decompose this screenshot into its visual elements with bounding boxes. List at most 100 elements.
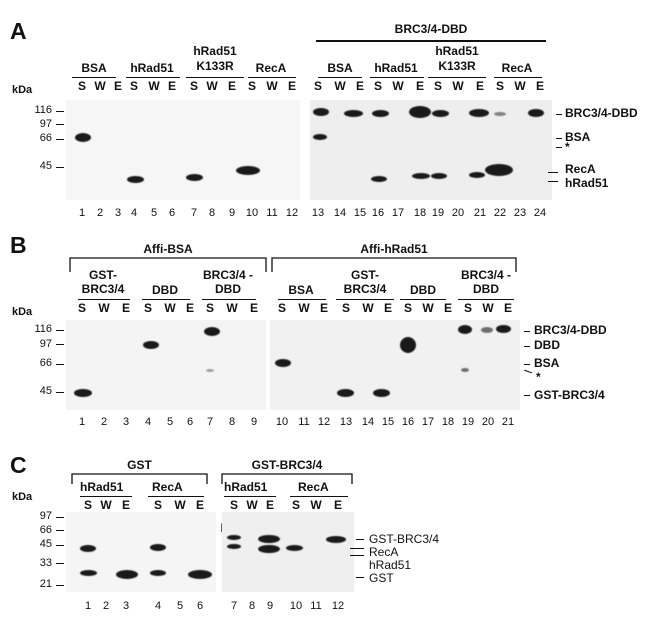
side-tick [556, 114, 562, 116]
side-tick [356, 577, 364, 579]
panel-b-swe-21: E [503, 301, 512, 315]
panel-c-group-line [148, 496, 204, 498]
panel-b-side-bsa: BSA [534, 356, 560, 370]
panel-c-side-gst-brc34: GST-BRC3/4 [369, 532, 440, 546]
panel-b-lane-number-11: 11 [298, 416, 310, 428]
side-tick [350, 548, 364, 550]
panel-a-right-title: BRC3/4-DBD [394, 22, 468, 36]
band [400, 337, 416, 353]
panel-a-swe-13: S [313, 79, 322, 93]
band [74, 389, 92, 397]
side-tick [356, 539, 364, 541]
panel-c-side-hrad51: hRad51 [369, 558, 412, 572]
side-tick [556, 147, 562, 149]
panel-a-side-brc34dbd: BRC3/4-DBD [565, 106, 638, 120]
panel-b-lane-number-13: 13 [339, 416, 353, 428]
band [485, 164, 513, 176]
panel-a-right-group-hrad51: hRad51 [374, 61, 418, 75]
panel-b-label: B [10, 232, 27, 258]
panel-c-mw-66: 66 [39, 524, 52, 536]
panel-c-lane-number-1: 1 [84, 600, 92, 612]
panel-c-swe-5: W [174, 498, 186, 512]
panel-b-lane-number-21: 21 [501, 416, 515, 428]
panel-a-mw-97: 97 [39, 118, 52, 130]
band [461, 368, 469, 372]
panel-a-side-bsa: BSA [565, 130, 591, 144]
mw-tick [56, 167, 64, 169]
panel-c-swe-7: S [229, 498, 238, 512]
panel-c-group-line [290, 496, 348, 498]
panel-b-lane-number-10: 10 [275, 416, 289, 428]
panel-b-swe-13: S [341, 301, 350, 315]
panel-a-swe-20: W [452, 79, 464, 93]
panel-a-lane-number-13: 13 [311, 207, 325, 219]
panel-b-title-left: Affi-BSA [143, 242, 193, 256]
mw-tick [56, 344, 64, 346]
panel-a-lane-number-21: 21 [473, 207, 487, 219]
panel-a-group-line [318, 77, 362, 79]
panel-a-lane-number-23: 23 [513, 207, 527, 219]
side-tick [548, 181, 558, 183]
panel-c-swe-9: E [265, 498, 274, 512]
panel-c-kda: kDa [12, 491, 33, 503]
panel-c-group-reca-left: RecA [152, 480, 183, 494]
panel-a-swe-12: E [287, 79, 296, 93]
panel-b-swe-7: S [205, 301, 214, 315]
panel-a-swe-5: W [148, 79, 160, 93]
panel-a-mw-45: 45 [39, 160, 52, 172]
panel-b-swe-1: S [77, 301, 86, 315]
panel-c-swe-2: W [100, 498, 112, 512]
panel-a-swe-17: W [392, 79, 404, 93]
panel-a-swe-9: E [227, 79, 236, 93]
panel-a-lane-number-5: 5 [150, 207, 158, 219]
panel-c-swe-6: E [195, 498, 204, 512]
panel-a-lane-number-14: 14 [333, 207, 347, 219]
panel-a-group-hrad51: hRad51 [130, 61, 174, 75]
panel-a-group-k133r: hRad51 K133R [193, 44, 237, 73]
panel-c-lane-number-6: 6 [196, 600, 204, 612]
panel-c-swe-11: W [310, 498, 322, 512]
panel-c-group-line [224, 496, 276, 498]
panel-a-lane-number-10: 10 [245, 207, 259, 219]
panel-b-lane-number-2: 2 [100, 416, 108, 428]
band [494, 112, 506, 116]
panel-b-group-brc34dbd: BRC3/4 -DBD [202, 268, 253, 296]
side-tick [524, 331, 530, 333]
panel-a-swe-8: W [206, 79, 218, 93]
panel-b-group-line [78, 299, 130, 301]
band [337, 389, 354, 397]
panel-a-lane-number-24: 24 [533, 207, 547, 219]
panel-c-group-reca-right: RecA [298, 480, 329, 494]
band [412, 173, 430, 179]
mw-tick [56, 124, 64, 126]
band [127, 176, 144, 183]
panel-b-swe-18: E [443, 301, 452, 315]
panel-c-lane-number-9: 9 [266, 600, 274, 612]
side-tick [524, 346, 530, 348]
panel-b-mw-66: 66 [39, 357, 52, 369]
panel-a-lane-number-11: 11 [266, 207, 278, 219]
panel-b-swe-20: W [482, 301, 494, 315]
band [528, 109, 544, 117]
band [458, 325, 472, 334]
mw-tick [56, 563, 64, 565]
panel-b-swe-6: E [185, 301, 194, 315]
panel-a-side-hrad51: hRad51 [565, 176, 609, 190]
mw-tick [56, 545, 64, 547]
panel-a-lane-number-2: 2 [96, 207, 104, 219]
panel-b-lane-number-19: 19 [461, 416, 475, 428]
panel-a-lane-number-3: 3 [114, 207, 122, 219]
mw-tick [56, 364, 64, 366]
panel-c-lane-number-11: 11 [310, 600, 322, 612]
band [431, 173, 447, 179]
panel-c-swe-10: S [291, 498, 300, 512]
panel-b-swe-15: E [383, 301, 392, 315]
panel-b-lane-number-3: 3 [122, 416, 130, 428]
band [496, 325, 511, 333]
panel-a-lane-number-8: 8 [208, 207, 216, 219]
panel-a-swe-18: E [415, 79, 424, 93]
panel-c-side-reca: RecA [369, 545, 399, 559]
panel-b-group-line [400, 299, 446, 301]
panel-c-label: C [10, 452, 27, 478]
